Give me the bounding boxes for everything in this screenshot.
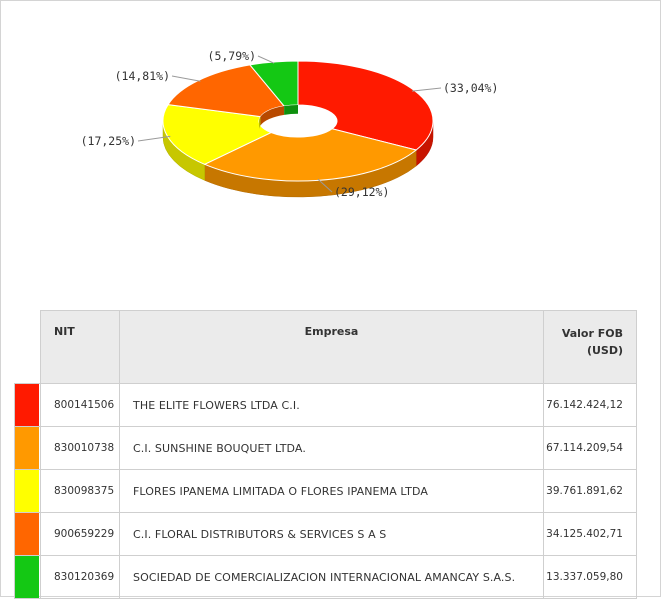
pie-leader-line [411,87,442,92]
cell-valor-fob: 67.114.209,54 [543,426,637,470]
row-color-swatch [14,383,41,427]
row-color-swatch [14,469,41,513]
color-swatch [15,427,39,469]
header-valor-line2: (USD) [586,344,623,357]
cell-valor-fob: 34.125.402,71 [543,512,637,556]
cell-valor-fob: 76.142.424,12 [543,383,637,427]
cell-empresa: FLORES IPANEMA LIMITADA O FLORES IPANEMA… [119,469,544,513]
pie-slice-label: (14,81%) [115,69,170,83]
cell-nit: 830120369 [40,555,120,599]
cell-nit: 830010738 [40,426,120,470]
row-color-swatch [14,512,41,556]
cell-empresa: THE ELITE FLOWERS LTDA C.I. [119,383,544,427]
row-color-swatch [14,555,41,599]
header-empresa[interactable]: Empresa [119,310,544,384]
pie-slice-inner-wall [259,116,261,130]
pie-slice-label: (17,25%) [81,134,136,148]
cell-empresa: C.I. SUNSHINE BOUQUET LTDA. [119,426,544,470]
table-row: 830120369 SOCIEDAD DE COMERCIALIZACION IN… [14,555,637,599]
swatch-header [14,310,41,384]
pie-label-group: (33,04%) (29,12%) (17,25%) (14,81%) (5,79%) [81,49,499,199]
color-swatch [15,470,39,512]
cell-nit: 830098375 [40,469,120,513]
pie-slice-label: (29,12%) [334,185,389,199]
cell-valor-fob: 39.761.891,62 [543,469,637,513]
cell-nit: 800141506 [40,383,120,427]
color-swatch [15,513,39,555]
pie-slice-label: (33,04%) [443,81,498,95]
color-swatch [15,384,39,426]
pie-chart: (33,04%) (29,12%) (17,25%) (14,81%) (5,79%) [81,49,499,199]
cell-valor-fob: 13.337.059,80 [543,555,637,599]
pie-leader-line [317,178,333,193]
cell-nit: 900659229 [40,512,120,556]
companies-table: NIT Empresa Valor FOB (USD) 800141506 THE… [14,310,637,599]
cell-empresa: SOCIEDAD DE COMERCIALIZACION INTERNACION… [119,555,544,599]
table-row: 900659229 C.I. FLORAL DISTRIBUTORS & SERV… [14,512,637,556]
header-nit[interactable]: NIT [40,310,120,384]
cell-empresa: C.I. FLORAL DISTRIBUTORS & SERVICES S A … [119,512,544,556]
header-valor-fob[interactable]: Valor FOB (USD) [543,310,637,384]
row-color-swatch [14,426,41,470]
pie-slice [162,104,273,165]
pie-slice [297,60,434,151]
color-swatch [15,556,39,598]
pie-slice-inner-wall [260,106,285,126]
table-row: 830010738 C.I. SUNSHINE BOUQUET LTDA. 67.1… [14,426,637,470]
table-header-row: NIT Empresa Valor FOB (USD) [14,310,637,384]
pie-slice [203,128,418,182]
pie-top-group [162,60,434,182]
header-valor-line1: Valor FOB [561,327,623,340]
table-row: 800141506 THE ELITE FLOWERS LTDA C.I. 76.1… [14,383,637,427]
pie-leader-line [137,135,171,142]
table-row: 830098375 FLORES IPANEMA LIMITADA O FLORE… [14,469,637,513]
pie-leader-line [257,55,275,64]
pie-slice-label: (5,79%) [208,49,256,63]
pie-slice-inner-wall [284,105,298,115]
pie-leader-line [171,75,201,82]
